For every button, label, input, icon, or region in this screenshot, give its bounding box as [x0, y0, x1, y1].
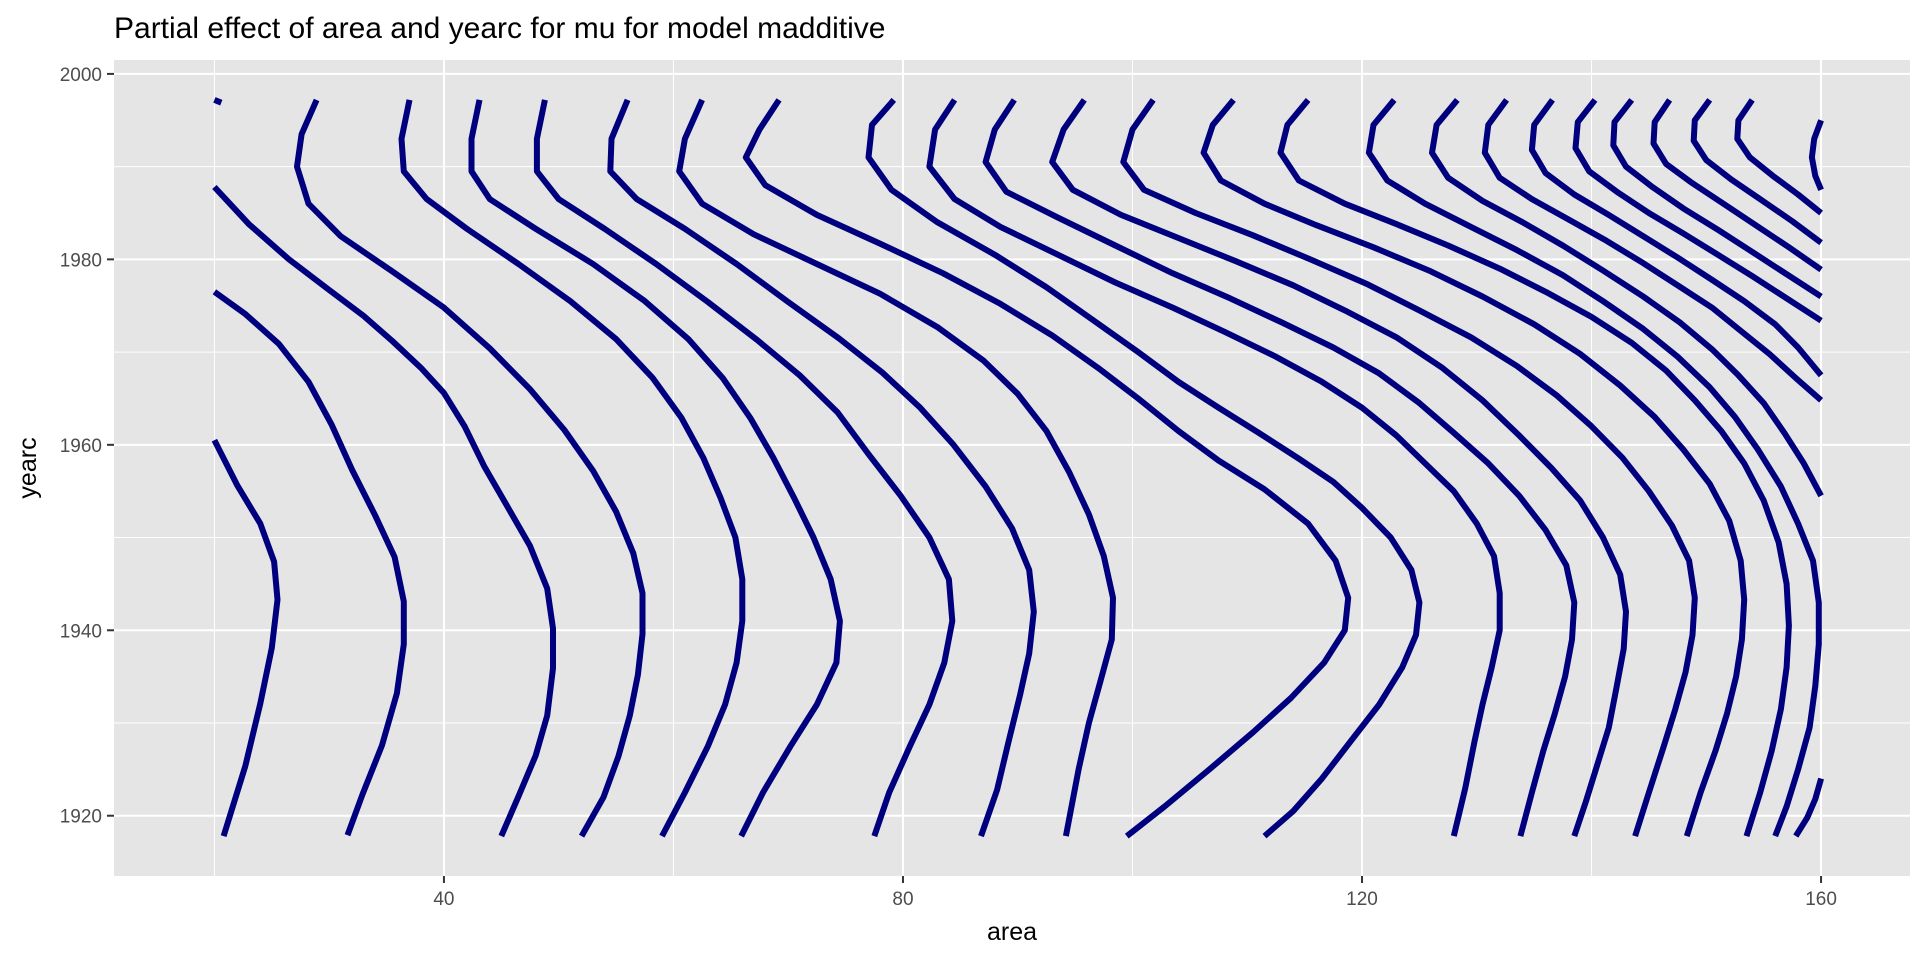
contour-line-2 — [212, 184, 556, 838]
y-tick-label: 2000 — [60, 65, 102, 86]
plot-panel — [114, 60, 1910, 876]
y-tick-label: 1940 — [60, 621, 102, 642]
x-tick-labels: 40 80 120 160 — [433, 889, 1837, 910]
contour-line-19 — [1365, 97, 1822, 838]
contour-line-16 — [1120, 98, 1698, 838]
axis-ticks — [107, 72, 1823, 883]
contour-line-6 — [398, 99, 746, 838]
contour-line-29 — [1793, 777, 1824, 838]
contour-line-21 — [1481, 98, 1824, 403]
chart-title: Partial effect of area and yearc for mu … — [114, 12, 886, 45]
contour-line-7 — [468, 99, 843, 838]
x-tick-label: 40 — [433, 889, 454, 910]
contour-line-15 — [1049, 98, 1629, 838]
contour-line-12 — [865, 97, 1423, 839]
x-tick-label: 120 — [1346, 889, 1378, 910]
contour-line-13 — [926, 98, 1503, 837]
contour-line-4 — [211, 438, 281, 837]
x-axis-title: area — [987, 918, 1037, 946]
contour-lines — [211, 97, 1824, 839]
contour-line-11 — [742, 98, 1352, 839]
contour-line-23 — [1572, 98, 1823, 324]
contour-line-14 — [982, 98, 1578, 837]
contour-line-24 — [1610, 98, 1823, 300]
y-tick-label: 1980 — [60, 250, 102, 271]
y-axis-title: yearc — [14, 437, 42, 498]
contour-line-26 — [1690, 98, 1823, 246]
y-tick-label: 1920 — [60, 807, 102, 828]
contour-line-17 — [1200, 97, 1748, 838]
y-tick-labels: 1920 1940 1960 1980 2000 — [60, 65, 102, 828]
y-tick-label: 1960 — [60, 436, 102, 457]
contour-line-3 — [212, 289, 407, 837]
contour-line-5 — [294, 98, 646, 838]
contour-line-9 — [607, 98, 1037, 838]
contour-line-18 — [1277, 97, 1792, 837]
contour-line-20 — [1429, 97, 1824, 498]
contour-line-28 — [1808, 119, 1824, 191]
contour-line-22 — [1528, 98, 1824, 378]
contour-line-10 — [676, 98, 1116, 837]
contour-line-27 — [1734, 98, 1823, 216]
contour-line-25 — [1650, 98, 1823, 273]
contour-line-8 — [533, 99, 956, 838]
x-tick-label: 160 — [1805, 889, 1837, 910]
contour-line-1 — [213, 97, 223, 106]
x-tick-label: 80 — [892, 889, 913, 910]
